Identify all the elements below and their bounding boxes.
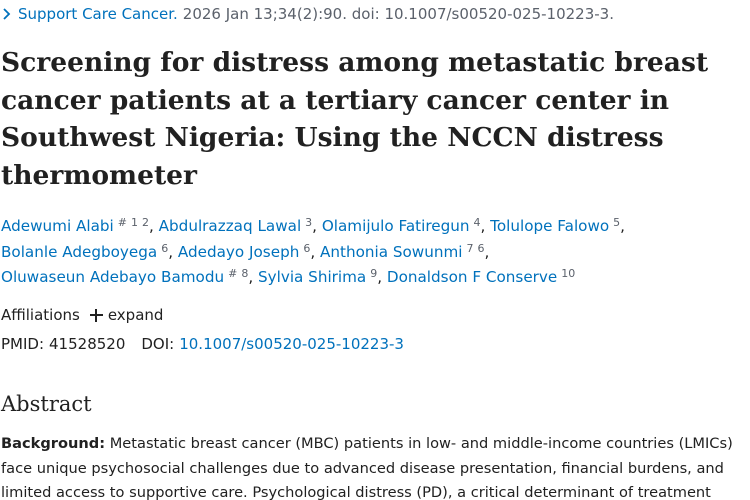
author-affil-marks[interactable]: #8 (228, 267, 249, 280)
author-item: Bolanle Adegboyega 6 (1, 243, 168, 261)
expand-affiliations-button[interactable]: expand (89, 306, 164, 324)
author-affil-marks[interactable]: 10 (561, 267, 576, 280)
author-link[interactable]: Sylvia Shirima (257, 268, 367, 286)
affiliations-label: Affiliations (1, 306, 80, 324)
author-item: Sylvia Shirima 9 (258, 268, 377, 286)
author-link[interactable]: Abdulrazzaq Lawal (158, 217, 302, 235)
author-item: Donaldson F Conserve 10 (387, 268, 575, 286)
abstract-background: Background: Metastatic breast cancer (MB… (1, 432, 741, 500)
background-text: Metastatic breast cancer (MBC) patients … (1, 435, 733, 500)
doi-label: DOI: (141, 335, 175, 353)
plus-icon (89, 308, 103, 322)
author-affil-marks[interactable]: 6 (303, 241, 311, 255)
author-item: Tolulope Falowo 5 (490, 217, 620, 235)
author-link[interactable]: Anthonia Sowunmi (320, 242, 463, 261)
citation-details: 2026 Jan 13;34(2):90. doi: 10.1007/s0052… (182, 5, 614, 23)
pmid-label: PMID: (1, 335, 45, 353)
author-item: Abdulrazzaq Lawal 3 (159, 217, 313, 235)
author-item: Oluwaseun Adebayo Bamodu #8 (1, 268, 248, 286)
author-affil-marks[interactable]: 3 (305, 216, 313, 229)
author-affil-marks[interactable]: 5 (613, 216, 621, 229)
doi-link[interactable]: 10.1007/s00520-025-10223-3 (179, 335, 404, 353)
expand-label: expand (107, 306, 164, 324)
author-item: Adewumi Alabi #1 2 (1, 217, 149, 235)
author-item: Olamijulo Fatiregun 4 (322, 217, 481, 235)
affiliations-row: Affiliations expand (1, 304, 163, 326)
author-affil-marks[interactable]: 4 (473, 216, 481, 229)
journal-link[interactable]: Support Care Cancer. (18, 5, 178, 23)
author-link[interactable]: Adedayo Joseph (177, 242, 300, 261)
author-affil-marks[interactable]: #1 2 (117, 216, 149, 229)
author-link[interactable]: Olamijulo Fatiregun (321, 217, 470, 235)
journal-citation: Support Care Cancer. 2026 Jan 13;34(2):9… (0, 3, 614, 25)
author-item: Anthonia Sowunmi 7 6 (320, 243, 485, 261)
author-link[interactable]: Donaldson F Conserve (386, 268, 558, 286)
identifiers-row: PMID: 41528520 DOI: 10.1007/s00520-025-1… (1, 333, 404, 355)
author-link[interactable]: Bolanle Adegboyega (1, 242, 158, 261)
author-affil-marks[interactable]: 6 (161, 241, 169, 255)
author-link[interactable]: Adewumi Alabi (1, 217, 114, 235)
background-label: Background: (1, 435, 106, 452)
author-item: Adedayo Joseph 6 (178, 243, 310, 261)
pmid-value: 41528520 (49, 335, 126, 353)
authors-list: Adewumi Alabi #1 2, Abdulrazzaq Lawal 3, Ol… (1, 216, 625, 286)
author-affil-marks[interactable]: 9 (370, 267, 378, 280)
article-title: Screening for distress among metastatic … (1, 47, 709, 192)
author-link[interactable]: Oluwaseun Adebayo Bamodu (1, 268, 225, 286)
author-link[interactable]: Tolulope Falowo (490, 217, 610, 235)
chevron-right-icon (3, 8, 11, 20)
abstract-heading: Abstract (1, 392, 92, 416)
